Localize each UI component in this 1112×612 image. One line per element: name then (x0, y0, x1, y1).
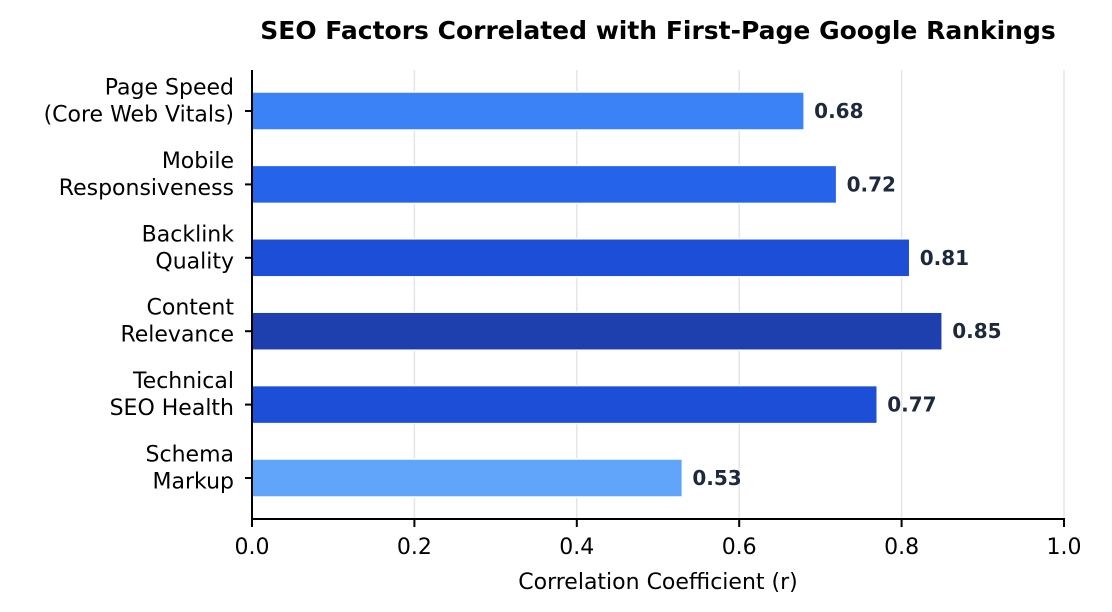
bar (251, 238, 911, 278)
bar-value-label: 0.53 (692, 466, 741, 490)
bar (251, 311, 943, 351)
category-label: Responsiveness (59, 176, 234, 201)
bar-value-label: 0.85 (952, 319, 1001, 343)
category-label: SEO Health (110, 396, 234, 421)
category-label: Technical (132, 369, 234, 394)
bar-value-label: 0.77 (887, 393, 936, 417)
bar-value-label: 0.72 (847, 172, 896, 196)
category-label: Mobile (162, 149, 234, 174)
bar (251, 164, 838, 205)
x-tick-label: 0.0 (235, 535, 270, 560)
category-label: (Core Web Vitals) (44, 103, 234, 128)
bar (251, 458, 684, 498)
category-label: Relevance (120, 323, 234, 348)
axes (245, 70, 1065, 527)
category-label: Quality (155, 249, 234, 274)
category-label: Backlink (142, 222, 235, 247)
bar (251, 91, 805, 131)
bars (251, 91, 943, 498)
category-label: Markup (153, 470, 234, 495)
x-tick-label: 0.6 (722, 535, 757, 560)
x-tick-label: 0.4 (559, 535, 594, 560)
labels: 0.0 0.2 0.4 0.6 0.8 1.0 0.68 Page Speed(Core We… (44, 76, 1082, 561)
category-label: Content (147, 296, 235, 321)
x-tick-label: 1.0 (1047, 535, 1082, 560)
gridlines (413, 70, 1065, 519)
bar-value-label: 0.68 (814, 99, 863, 123)
category-label: Page Speed (105, 76, 234, 101)
x-tick-label: 0.2 (397, 535, 432, 560)
chart-title: SEO Factors Correlated with First-Page G… (260, 16, 1056, 45)
x-axis-title: Correlation Coefficient (r) (518, 570, 797, 595)
x-tick-label: 0.8 (884, 535, 919, 560)
bar (251, 384, 878, 425)
category-label: Schema (146, 443, 234, 468)
bar-value-label: 0.81 (920, 246, 969, 270)
